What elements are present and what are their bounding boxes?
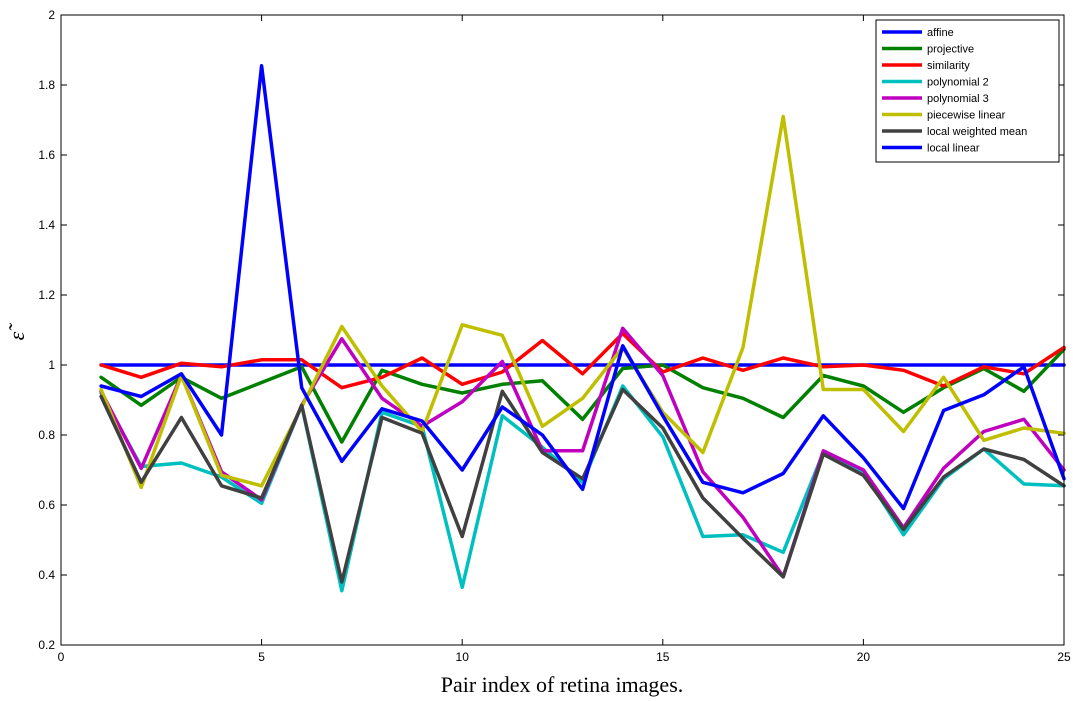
legend-label-local-weighted-mean: local weighted mean — [927, 126, 1027, 138]
legend-label-similarity: similarity — [927, 60, 970, 72]
x-axis-label: Pair index of retina images. — [441, 672, 684, 697]
legend-label-affine: affine — [927, 27, 954, 39]
legend: affine projective similarity polynomial 2 po… — [875, 19, 1060, 163]
x-tick-label-20: 20 — [857, 650, 871, 664]
legend-label-polynomial-3: polynomial 3 — [927, 93, 989, 105]
plot-frame — [60, 14, 1065, 646]
y-tick-label-1-8: 1.8 — [38, 78, 55, 92]
y-tick-label-0-6: 0.6 — [38, 498, 55, 512]
x-tick-label-0: 0 — [58, 650, 65, 664]
series-lines — [99, 64, 1066, 593]
y-tick-label-1-2: 1.2 — [38, 288, 55, 302]
x-tick-label-10: 10 — [456, 650, 470, 664]
legend-box — [875, 19, 1060, 163]
series-line-local-weighted-mean — [99, 387, 1066, 584]
x-tick-label-5: 5 — [258, 650, 265, 664]
x-tick-labels: 0 5 10 15 20 25 — [58, 650, 1071, 664]
y-tick-label-0-4: 0.4 — [38, 568, 55, 582]
series-line-polynomial-2 — [99, 384, 1066, 593]
legend-label-piecewise-linear: piecewise linear — [927, 110, 1006, 122]
y-tick-labels: 0.2 0.4 0.6 0.8 1 1.2 1.4 1.6 1.8 2 — [38, 8, 55, 652]
series-line-piecewise-linear — [99, 114, 1066, 490]
y-tick-label-0-2: 0.2 — [38, 638, 55, 652]
y-tick-label-2: 2 — [48, 8, 55, 22]
series-line-projective — [99, 347, 1066, 444]
legend-label-local-linear: local linear — [927, 143, 980, 155]
y-tick-label-0-8: 0.8 — [38, 428, 55, 442]
y-axis-label: ε̃ — [4, 323, 29, 341]
y-tick-label-1-4: 1.4 — [38, 218, 55, 232]
legend-label-projective: projective — [927, 44, 974, 56]
x-tick-label-15: 15 — [656, 650, 670, 664]
series-line-local-linear — [99, 64, 1066, 511]
y-tick-label-1-6: 1.6 — [38, 148, 55, 162]
y-tick-label-1: 1 — [48, 358, 55, 372]
x-tick-label-25: 25 — [1057, 650, 1071, 664]
series-line-similarity — [99, 331, 1066, 390]
legend-label-polynomial-2: polynomial 2 — [927, 77, 989, 89]
